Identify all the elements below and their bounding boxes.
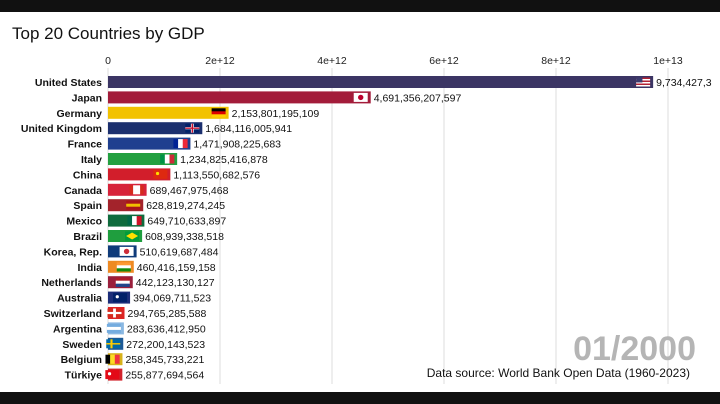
value-label: 9,734,427,3: [656, 77, 712, 89]
country-label: Canada: [64, 185, 102, 197]
country-label: Switzerland: [44, 308, 102, 320]
value-label: 608,939,338,518: [145, 231, 224, 243]
bar: [108, 153, 178, 165]
es-flag-icon: [126, 200, 141, 210]
in-flag-icon: [116, 262, 131, 272]
bar: [108, 76, 654, 88]
bar-chart: 0 2e+12 4e+12 6e+12 8e+12 1e+13 United States 9…: [21, 55, 712, 384]
value-label: 442,123,130,127: [136, 277, 215, 289]
jp-flag-icon: [353, 92, 368, 102]
value-label: 510,619,687,484: [140, 246, 219, 258]
date-stamp: 01/2000: [573, 330, 696, 368]
ca-flag-icon: [129, 185, 144, 195]
country-label: Italy: [81, 154, 102, 166]
country-label: Mexico: [66, 216, 102, 228]
value-label: 628,819,274,245: [146, 200, 225, 212]
bar: [108, 137, 191, 150]
country-label: Australia: [57, 293, 102, 305]
country-label: Spain: [73, 200, 102, 212]
us-flag-icon: [636, 77, 651, 87]
value-label: 394,069,711,523: [133, 293, 211, 305]
br-flag-icon: [125, 231, 140, 241]
x-tick-label: 4e+12: [317, 55, 347, 67]
value-label: 294,765,285,588: [128, 308, 207, 320]
x-tick-label: 1e+13: [653, 55, 683, 67]
value-label: 1,684,116,005,941: [205, 123, 292, 135]
country-label: Korea, Rep.: [44, 246, 102, 258]
country-label: Netherlands: [41, 277, 102, 289]
ch-flag-icon: [107, 308, 122, 318]
data-source: Data source: World Bank Open Data (1960-…: [426, 366, 690, 380]
nl-flag-icon: [115, 277, 130, 287]
value-label: 283,636,412,950: [127, 323, 206, 335]
ar-flag-icon: [106, 323, 121, 333]
value-label: 258,345,733,221: [125, 354, 204, 366]
value-label: 1,471,908,225,683: [193, 139, 281, 151]
cn-flag-icon: [153, 169, 168, 179]
de-flag-icon: [211, 108, 226, 118]
x-tick-label: 6e+12: [429, 55, 459, 67]
country-label: Belgium: [61, 354, 102, 366]
value-label: 4,691,356,207,597: [374, 92, 462, 104]
value-label: 1,234,825,416,878: [180, 154, 268, 166]
fr-flag-icon: [173, 139, 188, 149]
country-label: India: [77, 262, 102, 274]
x-tick-label: 2e+12: [205, 55, 235, 67]
value-label: 2,153,801,195,109: [232, 108, 320, 120]
kr-flag-icon: [119, 246, 134, 256]
country-label: Japan: [72, 92, 102, 104]
value-label: 255,877,694,564: [125, 370, 204, 382]
value-label: 272,200,143,523: [126, 339, 205, 351]
country-label: France: [68, 139, 103, 151]
country-label: China: [73, 169, 102, 181]
chart-frame: Top 20 Countries by GDP 0 2e+12 4e+12 6e+12…: [0, 12, 720, 392]
se-flag-icon: [106, 339, 121, 349]
value-label: 1,113,550,682,576: [173, 169, 260, 181]
tr-flag-icon: [105, 370, 120, 380]
be-flag-icon: [105, 354, 120, 364]
country-label: Türkiye: [65, 370, 103, 382]
value-label: 649,710,633,897: [147, 216, 226, 228]
country-label: Argentina: [53, 323, 102, 335]
x-tick-label: 8e+12: [541, 55, 571, 67]
country-label: Germany: [56, 108, 102, 120]
bar: [108, 106, 229, 119]
bar: [108, 91, 371, 104]
value-label: 460,416,159,158: [137, 262, 216, 274]
mx-flag-icon: [127, 216, 142, 226]
value-label: 689,467,975,468: [150, 185, 229, 197]
country-label: Brazil: [73, 231, 102, 243]
chart-title: Top 20 Countries by GDP: [12, 24, 205, 43]
uk-flag-icon: [185, 123, 200, 133]
bar: [108, 122, 203, 135]
country-label: United States: [35, 77, 102, 89]
au-flag-icon: [113, 293, 128, 303]
x-tick-label: 0: [105, 55, 111, 67]
it-flag-icon: [160, 154, 175, 164]
country-label: United Kingdom: [21, 123, 102, 135]
country-label: Sweden: [62, 339, 102, 351]
